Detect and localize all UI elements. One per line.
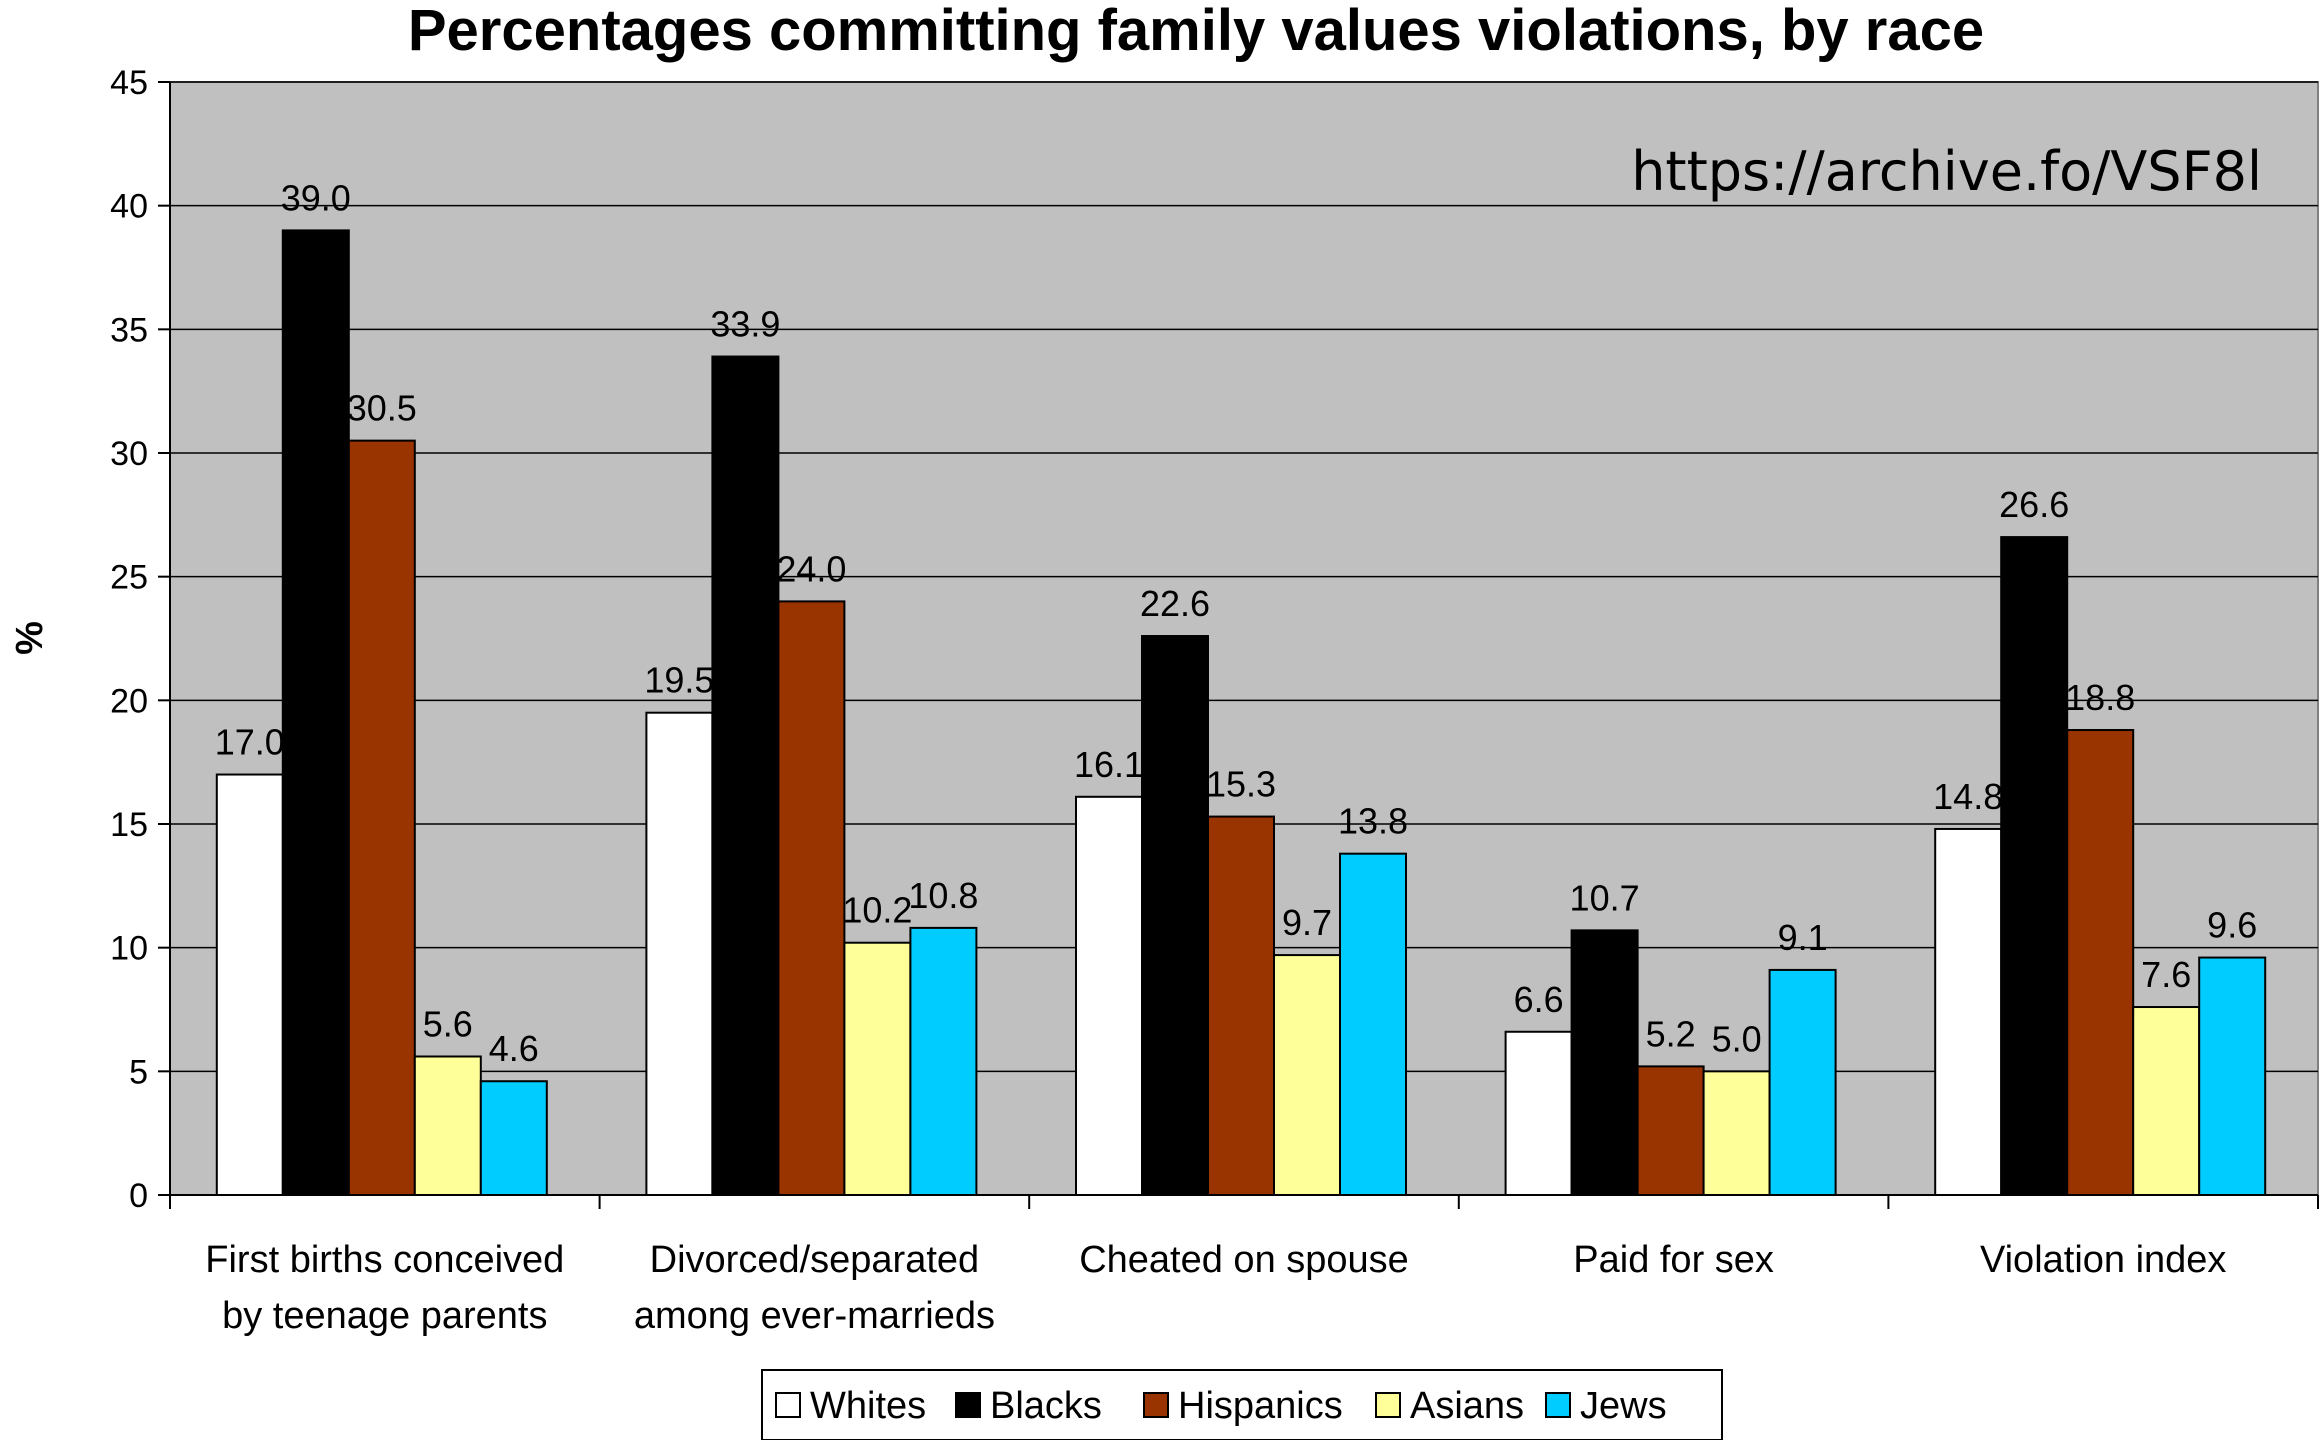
- data-label: 5.2: [1646, 1013, 1696, 1054]
- bar-jews: [1339, 852, 1407, 1196]
- bar-jews: [2198, 956, 2267, 1196]
- bar-whites: [645, 711, 714, 1196]
- bar-asians: [2132, 1006, 2201, 1196]
- bar-whites: [1075, 795, 1143, 1196]
- bar-hispanics: [2066, 729, 2135, 1196]
- x-category-label: Paid for sex: [1573, 1239, 1774, 1281]
- legend-swatch-jews: [1545, 1392, 1571, 1418]
- y-tick-label: 45: [110, 64, 148, 102]
- y-tick-label: 30: [110, 435, 148, 473]
- y-tick-label: 25: [110, 559, 148, 597]
- bar-whites: [1504, 1030, 1573, 1197]
- bar-whites: [215, 773, 284, 1196]
- data-label: 6.6: [1514, 979, 1564, 1020]
- bar-asians: [1702, 1070, 1771, 1197]
- data-label: 9.6: [2207, 905, 2257, 946]
- x-category-label: Cheated on spouse: [1079, 1239, 1409, 1281]
- data-label: 17.0: [215, 722, 285, 763]
- data-label: 15.3: [1206, 764, 1276, 805]
- data-label: 5.6: [423, 1003, 473, 1044]
- data-label: 30.5: [347, 388, 417, 429]
- data-label: 9.7: [1282, 902, 1332, 943]
- bar-jews: [479, 1080, 548, 1197]
- y-tick-label: 15: [110, 806, 148, 844]
- legend-swatch-asians: [1375, 1392, 1401, 1418]
- legend-label-hispanics: Hispanics: [1178, 1385, 1343, 1427]
- bar-jews: [1768, 968, 1837, 1197]
- data-label: 26.6: [1999, 484, 2069, 525]
- data-label: 14.8: [1933, 776, 2003, 817]
- legend-swatch-whites: [775, 1392, 801, 1418]
- data-label: 18.8: [2065, 677, 2135, 718]
- data-label: 16.1: [1074, 744, 1144, 785]
- y-tick-label: 5: [129, 1053, 148, 1091]
- axes: 0 5 10 15 20 25 30 35 40 45 First births conceived…: [110, 64, 2319, 1337]
- y-tick-label: 10: [110, 930, 148, 968]
- data-label: 9.1: [1778, 917, 1828, 958]
- y-tick-label: 40: [110, 188, 148, 226]
- bar-hispanics: [1207, 815, 1275, 1197]
- x-category-label: Divorced/separated: [650, 1239, 980, 1281]
- x-category-label: among ever-marrieds: [634, 1295, 995, 1337]
- data-label: 39.0: [281, 177, 351, 218]
- bars: [215, 229, 2267, 1197]
- bar-hispanics: [347, 439, 416, 1196]
- y-tick-label: 35: [110, 311, 148, 349]
- x-category-label: Violation index: [1980, 1239, 2226, 1281]
- legend: Whites Blacks Hispanics Asians Jews: [761, 1369, 1723, 1440]
- legend-label-blacks: Blacks: [990, 1385, 1102, 1427]
- bar-asians: [843, 941, 912, 1196]
- legend-swatch-hispanics: [1143, 1392, 1169, 1418]
- legend-label-jews: Jews: [1580, 1385, 1667, 1427]
- x-category-label: by teenage parents: [222, 1295, 547, 1337]
- bar-blacks: [1141, 635, 1209, 1196]
- bar-hispanics: [777, 600, 846, 1196]
- y-axis-label: %: [9, 621, 51, 655]
- bar-blacks: [711, 355, 780, 1197]
- bar-asians: [1273, 954, 1341, 1196]
- chart-title: Percentages committing family values vio…: [408, 0, 1984, 63]
- legend-label-whites: Whites: [810, 1385, 926, 1427]
- data-labels: 17.0 19.5 16.1 6.6 14.8 39.0 33.9 22.6 10.7 26.6 3…: [215, 177, 2257, 1069]
- data-label: 33.9: [710, 304, 780, 345]
- legend-swatch-blacks: [955, 1392, 981, 1418]
- data-label: 4.6: [489, 1028, 539, 1069]
- bar-blacks: [281, 229, 350, 1196]
- bar-jews: [909, 926, 978, 1196]
- data-label: 10.7: [1570, 877, 1640, 918]
- data-label: 10.8: [908, 875, 978, 916]
- bar-whites: [1934, 827, 2003, 1196]
- x-category-label: First births conceived: [205, 1239, 564, 1281]
- bar-asians: [413, 1055, 482, 1196]
- data-label: 13.8: [1338, 801, 1408, 842]
- data-label: 19.5: [644, 660, 714, 701]
- data-label: 10.2: [842, 890, 912, 931]
- bar-blacks: [1570, 929, 1639, 1196]
- data-label: 7.6: [2141, 954, 2191, 995]
- source-url-annotation: https://archive.fo/VSF8l: [1631, 140, 2262, 203]
- y-tick-label: 0: [129, 1177, 148, 1215]
- data-label: 24.0: [776, 548, 846, 589]
- y-tick-label: 20: [110, 682, 148, 720]
- data-label: 22.6: [1140, 583, 1210, 624]
- data-label: 5.0: [1712, 1018, 1762, 1059]
- legend-label-asians: Asians: [1410, 1385, 1524, 1427]
- bar-blacks: [2000, 536, 2069, 1196]
- bar-hispanics: [1636, 1065, 1705, 1197]
